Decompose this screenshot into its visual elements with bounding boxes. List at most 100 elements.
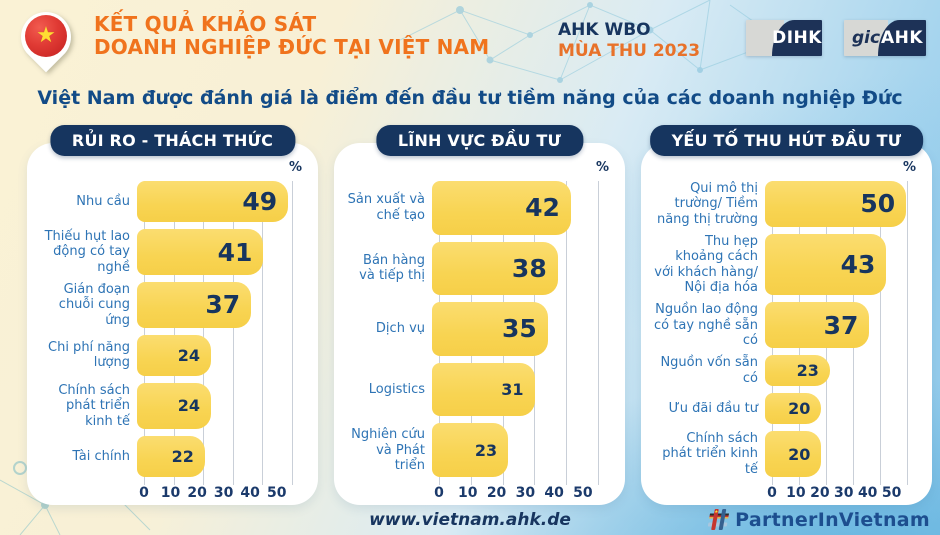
x-tick-label: 30 bbox=[213, 485, 234, 501]
chart-row: Chính sách phát triển kinh tế 20 bbox=[653, 431, 916, 478]
bar-value: 22 bbox=[171, 446, 194, 466]
bar: 22 bbox=[137, 435, 205, 477]
section-header-attraction: YẾU TỐ THU HÚT ĐẦU TƯ bbox=[649, 125, 924, 156]
bar-track: 35 bbox=[432, 302, 609, 356]
category-label: Thu hẹp khoảng cách với khách hàng/ Nội … bbox=[654, 233, 758, 295]
category-label: Dịch vụ bbox=[375, 321, 425, 337]
category-label: Ưu đãi đầu tư bbox=[668, 400, 758, 416]
dihk-logo-text: DIHK bbox=[772, 20, 822, 56]
bar-value: 31 bbox=[501, 380, 524, 400]
logo-group: DIHK gic AHK bbox=[746, 20, 926, 56]
bar-track: 24 bbox=[137, 383, 302, 429]
category-label: Nguồn vốn sẵn có bbox=[660, 355, 758, 386]
category-label: Chính sách phát triển kinh tế bbox=[662, 431, 758, 477]
chart-row: Dịch vụ 35 bbox=[346, 302, 609, 356]
bar: 20 bbox=[765, 431, 822, 478]
x-tick-label: 50 bbox=[881, 485, 902, 501]
bar-chart-sectors: % Sản xuất và chế tạo 42 Bán hàng và tiếp … bbox=[334, 143, 625, 505]
gridline bbox=[597, 181, 599, 485]
bar-track: 23 bbox=[765, 355, 916, 387]
partner-in-vietnam-logo: ★ PartnerInVietnam bbox=[707, 508, 930, 532]
star-icon: ★ bbox=[36, 23, 56, 48]
bar: 35 bbox=[432, 302, 548, 356]
x-tick-label: 20 bbox=[810, 485, 830, 501]
percent-unit-label: % bbox=[288, 160, 302, 175]
chart-row: Thu hẹp khoảng cách với khách hàng/ Nội … bbox=[653, 233, 916, 296]
bar: 20 bbox=[765, 393, 822, 425]
ahk-logo-text: AHK bbox=[878, 20, 926, 56]
x-tick-label: 40 bbox=[544, 485, 564, 501]
x-tick-label: 50 bbox=[266, 485, 287, 501]
category-label: Gián đoạn chuỗi cung ứng bbox=[58, 282, 130, 328]
bar-track: 20 bbox=[765, 431, 916, 478]
bar: 37 bbox=[765, 302, 870, 349]
x-tick-label: 0 bbox=[139, 485, 149, 501]
bar-track: 31 bbox=[432, 362, 609, 417]
chart-panel-attraction: YẾU TỐ THU HÚT ĐẦU TƯ % Qui mô thị trườn… bbox=[641, 125, 932, 505]
section-header-risks: RỦI RO - THÁCH THỨC bbox=[49, 125, 296, 156]
gridline bbox=[291, 181, 293, 485]
category-label: Qui mô thị trường/ Tiềm năng thị trường bbox=[656, 181, 758, 227]
survey-season: MÙA THU 2023 bbox=[558, 41, 701, 62]
bar-value: 43 bbox=[840, 250, 876, 280]
gridline bbox=[906, 181, 908, 485]
category-label: Sản xuất và chế tạo bbox=[347, 192, 425, 223]
bar-track: 37 bbox=[137, 282, 302, 328]
category-label: Bán hàng và tiếp thị bbox=[359, 253, 425, 284]
header: ★ KẾT QUẢ KHẢO SÁT DOANH NGHIỆP ĐỨC TẠI … bbox=[0, 0, 940, 82]
page-title-line2: DOANH NGHIỆP ĐỨC TẠI VIỆT NAM bbox=[94, 35, 490, 59]
chart-row: Tài chính 22 bbox=[39, 435, 302, 477]
x-tick-label: 10 bbox=[160, 485, 181, 501]
chart-row: Sản xuất và chế tạo 42 bbox=[346, 181, 609, 235]
svg-text:★: ★ bbox=[714, 509, 719, 515]
charts-area: RỦI RO - THÁCH THỨC % Nhu cầu 49 Thiếu hụt… bbox=[27, 125, 932, 505]
gridline bbox=[566, 181, 568, 485]
gridline bbox=[262, 181, 264, 485]
bar-value: 49 bbox=[242, 187, 278, 216]
bar: 31 bbox=[432, 362, 535, 417]
bar-value: 41 bbox=[217, 237, 253, 267]
bar: 49 bbox=[137, 181, 289, 223]
x-axis: 0 10 20 30 40 50 bbox=[767, 485, 902, 505]
bar: 24 bbox=[137, 334, 212, 376]
x-tick-label: 40 bbox=[240, 485, 260, 501]
chart-row: Thiếu hụt lao động có tay nghề 41 bbox=[39, 229, 302, 275]
bar: 43 bbox=[765, 233, 887, 296]
chart-row: Gián đoạn chuỗi cung ứng 37 bbox=[39, 282, 302, 328]
chart-row: Chính sách phát triển kinh tế 24 bbox=[39, 383, 302, 429]
chart-row: Nguồn lao động có tay nghề sẵn có 37 bbox=[653, 302, 916, 349]
bar-value: 38 bbox=[511, 253, 547, 283]
bar: 24 bbox=[137, 383, 212, 429]
gridline bbox=[203, 181, 205, 485]
category-label: Tài chính bbox=[72, 448, 130, 464]
percent-unit-label: % bbox=[595, 160, 609, 175]
bar-track: 42 bbox=[432, 181, 609, 235]
gic-ahk-logo: gic AHK bbox=[844, 20, 926, 56]
bar-rows: Qui mô thị trường/ Tiềm năng thị trường 5… bbox=[653, 181, 916, 478]
gridline bbox=[879, 181, 881, 485]
bar-track: 22 bbox=[137, 435, 302, 477]
chart-row: Ưu đãi đầu tư 20 bbox=[653, 393, 916, 425]
bar-track: 23 bbox=[432, 423, 609, 477]
percent-unit-label: % bbox=[902, 160, 916, 175]
x-tick-label: 30 bbox=[515, 485, 536, 501]
vietnam-pin-icon: ★ bbox=[10, 1, 82, 73]
page-title-line1: KẾT QUẢ KHẢO SÁT bbox=[94, 12, 317, 36]
chart-panel-sectors: LĨNH VỰC ĐẦU TƯ % Sản xuất và chế tạo 42 B… bbox=[334, 125, 625, 505]
page-title: KẾT QUẢ KHẢO SÁT DOANH NGHIỆP ĐỨC TẠI VI… bbox=[94, 13, 489, 59]
category-label: Thiếu hụt lao động có tay nghề bbox=[44, 229, 130, 275]
website-link[interactable]: www.vietnam.ahk.de bbox=[369, 510, 571, 530]
bar: 38 bbox=[432, 241, 558, 296]
x-tick-label: 40 bbox=[857, 485, 878, 501]
bar-value: 20 bbox=[788, 399, 811, 419]
gridlines bbox=[144, 181, 302, 485]
bar-track: 41 bbox=[137, 229, 302, 275]
x-tick-label: 0 bbox=[434, 485, 444, 501]
vietnam-flag-circle: ★ bbox=[25, 15, 67, 57]
bar: 23 bbox=[432, 423, 509, 477]
bar-value: 35 bbox=[501, 314, 537, 344]
bar-value: 37 bbox=[205, 290, 241, 320]
category-label: Logistics bbox=[368, 381, 425, 397]
category-label: Nhu cầu bbox=[76, 193, 130, 209]
